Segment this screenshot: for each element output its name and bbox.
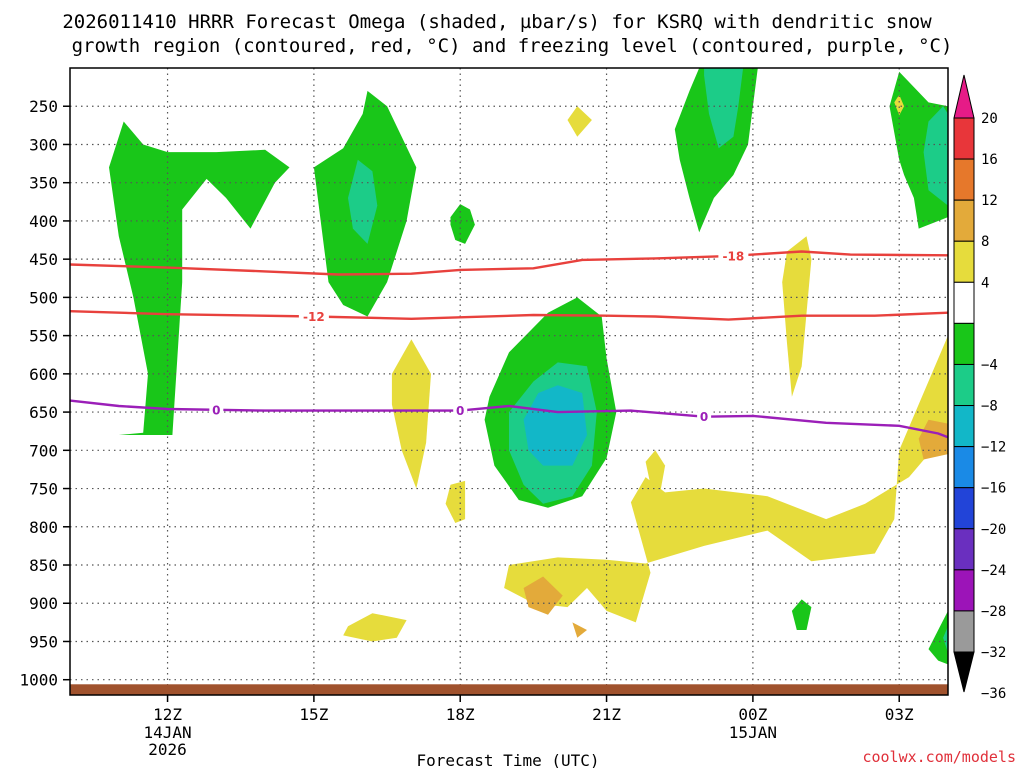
contour-label-bg-2-0 — [209, 402, 224, 417]
colorbar-bin-0 — [953, 117, 975, 160]
omega-region-16 — [391, 339, 431, 489]
colorbar-bin-11 — [953, 569, 975, 612]
plot-area: -18 -12 0 0 0 — [69, 67, 949, 696]
x-tick-label-1: 15Z — [299, 705, 328, 724]
contour-label-bg-2-1 — [453, 403, 468, 418]
colorbar-level-4: 4 — [981, 275, 989, 291]
colorbar-bin-9 — [953, 487, 975, 530]
x-tick-sublabel-4-0: 15JAN — [729, 723, 777, 742]
colorbar-level-9: −20 — [981, 522, 1006, 538]
y-tick-label-11: 800 — [29, 518, 58, 537]
omega-region-23 — [572, 622, 587, 638]
colorbar-bin-6 — [953, 363, 975, 407]
omega-region-11 — [923, 106, 948, 206]
colorbar-bin-10 — [953, 528, 975, 571]
chart-title-line-2: growth region (contoured, red, °C) and f… — [72, 35, 953, 57]
y-tick-label-10: 750 — [29, 480, 58, 499]
colorbar-level-8: −16 — [981, 481, 1006, 497]
omega-region-0 — [109, 121, 290, 435]
omega-region-8 — [348, 159, 378, 244]
colorbar-level-12: −32 — [981, 645, 1006, 661]
plot-frame — [69, 67, 949, 696]
contour-label-2-1: 0 — [456, 404, 464, 418]
colorbar-bin-7 — [953, 405, 975, 448]
contour-label-1-0: -12 — [303, 310, 325, 324]
x-tick-label-3: 21Z — [592, 705, 621, 724]
colorbar-level-6: −8 — [981, 399, 998, 415]
contour-label-2-2: 0 — [700, 410, 708, 424]
omega-region-10 — [704, 68, 744, 149]
omega-region-13 — [523, 385, 587, 466]
colorbar-top-arrow — [953, 74, 975, 119]
y-tick-label-12: 850 — [29, 556, 58, 575]
colorbar-legend: 20 16 12 8 4 −4 −8 −12 −16 −20 −24 −28 −32 −36 — [953, 74, 1006, 702]
omega-region-6 — [791, 599, 812, 630]
y-axis: 250 300 350 400 450 500 550 600 650 700 750 800 850 9… — [19, 97, 70, 690]
chart-title-line-1: 2026011410 HRRR Forecast Omega (shaded, … — [62, 11, 932, 33]
omega-region-22 — [523, 576, 563, 615]
x-tick-sublabel-0-1: 2026 — [148, 740, 187, 759]
omega-region-19 — [504, 335, 948, 623]
colorbar-bin-1 — [953, 158, 975, 201]
omega-region-20 — [343, 613, 407, 642]
contour-label-bg-2-2 — [697, 409, 712, 424]
colorbar-level-0: 20 — [981, 111, 998, 127]
colorbar-bin-8 — [953, 446, 975, 489]
contour-label-bg-0-0 — [718, 248, 749, 263]
x-tick-label-2: 18Z — [446, 705, 475, 724]
contour-line-0 — [69, 250, 949, 276]
y-tick-label-2: 350 — [29, 174, 58, 193]
omega-region-2 — [450, 204, 475, 244]
colorbar-bin-2 — [953, 199, 975, 242]
y-tick-label-13: 900 — [29, 594, 58, 613]
colorbar-level-10: −24 — [981, 563, 1006, 579]
x-tick-label-5: 03Z — [885, 705, 914, 724]
contour-line-1 — [69, 310, 949, 321]
colorbar-level-7: −12 — [981, 440, 1006, 456]
omega-region-24 — [918, 419, 948, 460]
omega-region-21 — [645, 450, 666, 493]
colorbar-bin-3 — [953, 240, 975, 283]
y-tick-label-15: 1000 — [19, 671, 58, 690]
y-tick-label-9: 700 — [29, 441, 58, 460]
contour-label-0-0: -18 — [723, 249, 745, 263]
colorbar-bin-12 — [953, 610, 975, 653]
omega-region-15 — [894, 94, 905, 116]
y-tick-label-6: 550 — [29, 327, 58, 346]
omega-region-14 — [567, 106, 592, 137]
y-tick-label-3: 400 — [29, 212, 58, 231]
colorbar-bottom-arrow — [953, 651, 975, 693]
y-tick-label-1: 300 — [29, 135, 58, 154]
colorbar-level-5: −4 — [981, 357, 998, 373]
omega-region-7 — [928, 610, 948, 665]
colorbar-level-13: −36 — [981, 686, 1006, 702]
y-tick-label-7: 600 — [29, 365, 58, 384]
y-tick-label-4: 450 — [29, 250, 58, 269]
contour-label-bg-1-0 — [298, 309, 329, 324]
omega-region-12 — [943, 626, 948, 653]
y-tick-label-14: 950 — [29, 632, 58, 651]
x-tick-label-0: 12Z — [153, 705, 182, 724]
colorbar-level-3: 8 — [981, 234, 989, 250]
colorbar-bin-5 — [953, 322, 975, 365]
surface-terrain — [70, 684, 948, 695]
contour-line-2 — [69, 399, 949, 439]
colorbar-bin-4 — [953, 281, 975, 324]
x-tick-label-4: 00Z — [738, 705, 767, 724]
colorbar-level-2: 12 — [981, 193, 998, 209]
x-axis-label: Forecast Time (UTC) — [416, 751, 599, 768]
colorbar-level-1: 16 — [981, 152, 998, 168]
y-tick-label-8: 650 — [29, 403, 58, 422]
y-tick-label-0: 250 — [29, 97, 58, 116]
y-tick-label-5: 500 — [29, 288, 58, 307]
x-tick-sublabel-0-0: 14JAN — [143, 723, 191, 742]
omega-region-18 — [445, 480, 466, 523]
contour-label-2-0: 0 — [212, 403, 220, 417]
colorbar-level-11: −28 — [981, 604, 1006, 620]
credit-text: coolwx.com/models — [862, 748, 1016, 766]
